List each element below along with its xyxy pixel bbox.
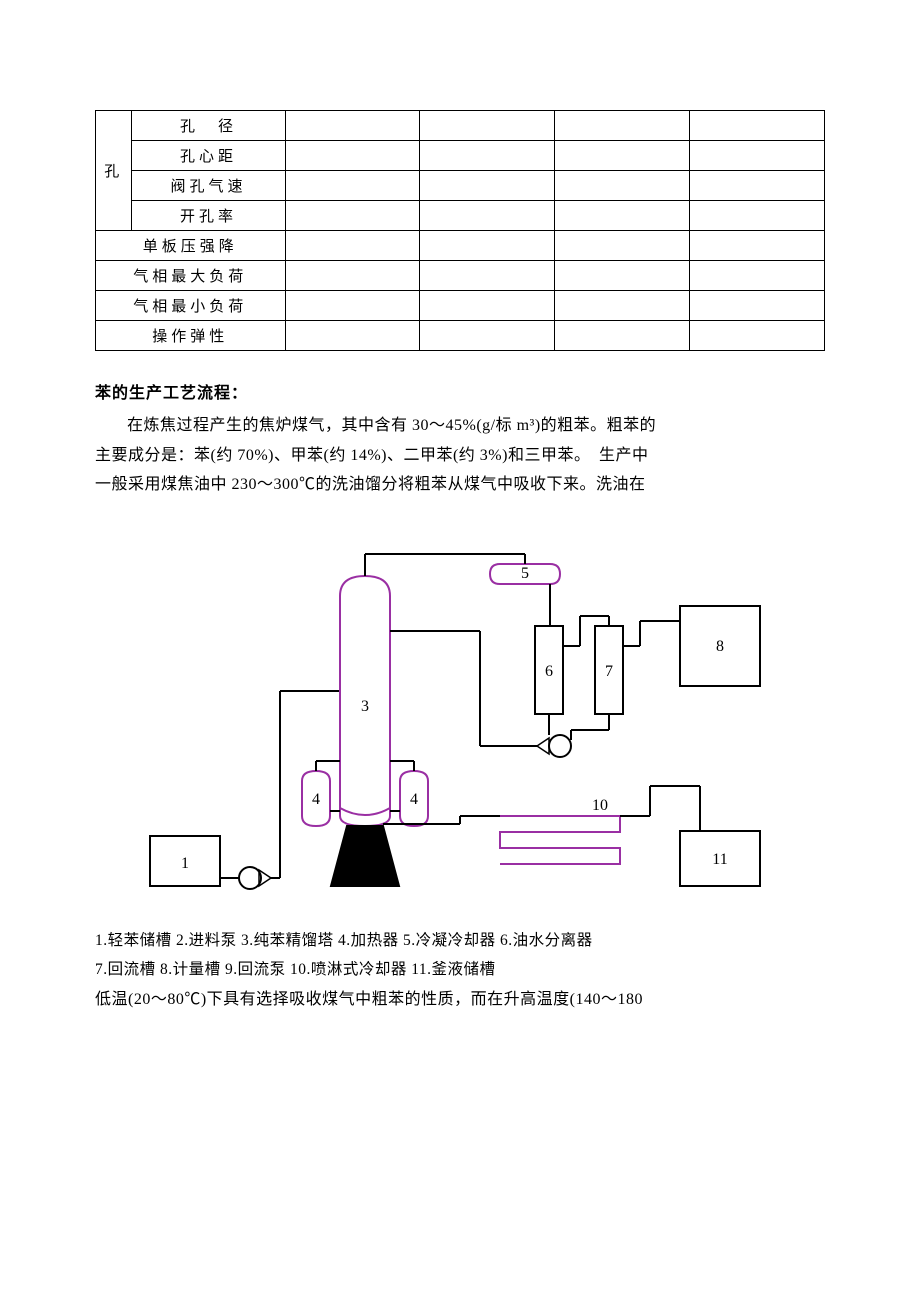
cell [285,231,420,261]
legend: 1.轻苯储槽 2.进料泵 3.纯苯精馏塔 4.加热器 5.冷凝冷却器 6.油水分… [95,926,825,985]
row-label: 气相最小负荷 [96,291,286,321]
cell [555,141,690,171]
svg-text:1: 1 [181,855,189,872]
text: 在炼焦过程产生的焦炉煤气，其中含有 30～45%(g/标 m³)的粗苯。粗苯的 [127,417,656,434]
svg-text:10: 10 [592,797,608,814]
parameter-table: 孔 孔 径 孔心距 阀孔气速 开孔率 单板压强降 气相最大负荷 气相最小负荷 操… [95,110,825,351]
cell [690,291,825,321]
text: 一般采用煤焦油中 230～300℃的洗油馏分将粗苯从煤气中吸收下来。洗油在 [95,470,646,500]
paragraph-continuation: 低温(20～80℃)下具有选择吸收煤气中粗苯的性质，而在升高温度(140～180 [95,985,825,1015]
cell [420,141,555,171]
cell [690,141,825,171]
cell [285,201,420,231]
cell [420,321,555,351]
row-label: 气相最大负荷 [96,261,286,291]
cell [285,291,420,321]
cell [690,321,825,351]
cell [420,201,555,231]
cell [420,171,555,201]
group-cell: 孔 [96,111,132,231]
svg-text:11: 11 [712,851,727,868]
svg-text:8: 8 [716,638,724,655]
text: 主要成分是：苯(约 70%)、甲苯(约 14%)、二甲苯(约 3%)和三甲苯。 … [95,441,648,471]
cell [555,261,690,291]
cell [555,321,690,351]
cell [555,231,690,261]
cell [690,201,825,231]
row-label: 阀孔气速 [132,171,285,201]
row-label: 孔心距 [132,141,285,171]
svg-text:7: 7 [605,663,613,680]
cell [420,291,555,321]
paragraph-line: 在炼焦过程产生的焦炉煤气，其中含有 30～45%(g/标 m³)的粗苯。粗苯的 … [95,411,825,500]
cell [285,111,420,141]
process-flow-diagram: 1 3 4 4 5 6 7 8 10 11 [95,516,825,916]
cell [555,111,690,141]
legend-line: 1.轻苯储槽 2.进料泵 3.纯苯精馏塔 4.加热器 5.冷凝冷却器 6.油水分… [95,932,593,949]
cell [690,171,825,201]
cell [285,321,420,351]
svg-text:5: 5 [521,565,529,582]
cell [690,111,825,141]
cell [285,141,420,171]
svg-text:4: 4 [312,791,320,808]
section-title: 苯的生产工艺流程： [95,379,825,403]
cell [555,291,690,321]
cell [420,261,555,291]
row-label: 操作弹性 [96,321,286,351]
cell [420,231,555,261]
cell [690,231,825,261]
cell [420,111,555,141]
cell [690,261,825,291]
svg-text:4: 4 [410,791,418,808]
svg-text:6: 6 [545,663,553,680]
row-label: 单板压强降 [96,231,286,261]
row-label: 孔 径 [132,111,285,141]
svg-text:3: 3 [361,698,369,715]
cell [285,171,420,201]
cell [555,201,690,231]
cell [555,171,690,201]
cell [285,261,420,291]
legend-line: 7.回流槽 8.计量槽 9.回流泵 10.喷淋式冷却器 11.釜液储槽 [95,961,496,978]
row-label: 开孔率 [132,201,285,231]
